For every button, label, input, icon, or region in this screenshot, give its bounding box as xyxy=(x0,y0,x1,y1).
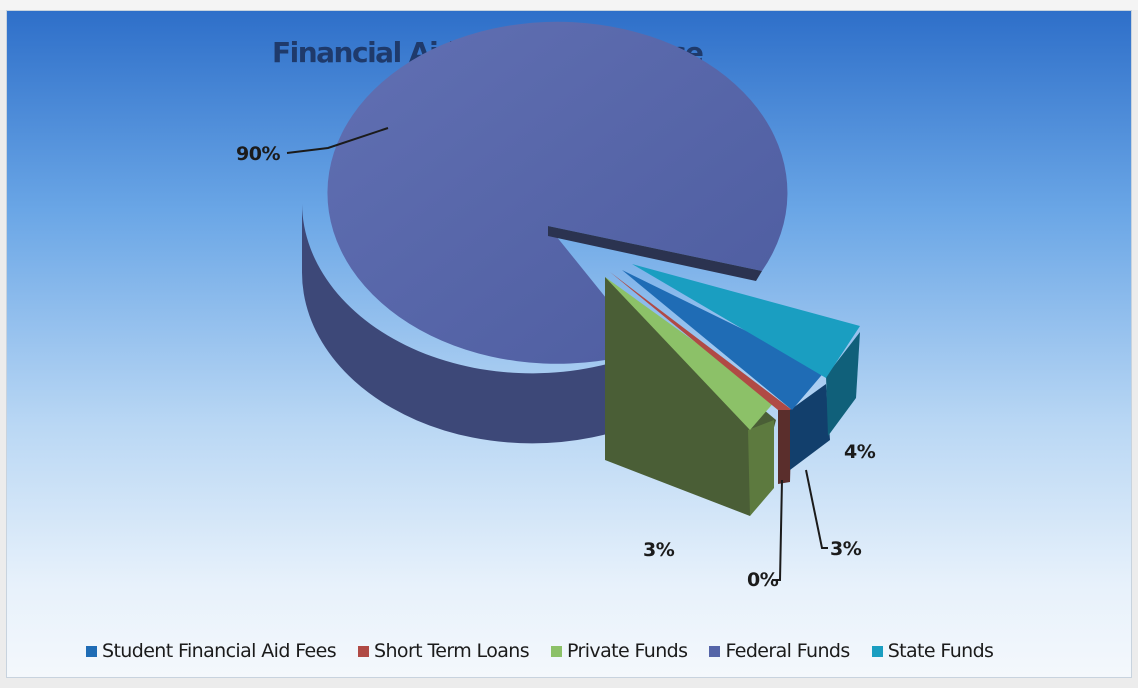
pie-slice-private-funds xyxy=(605,277,776,516)
student-fees-top xyxy=(622,270,826,410)
legend-label: Student Financial Aid Fees xyxy=(102,640,337,662)
legend-swatch xyxy=(871,645,883,657)
data-label-state-funds: 4% xyxy=(844,441,876,463)
leader-line-student-fees xyxy=(805,469,828,549)
short-term-loans-side xyxy=(778,410,792,484)
state-funds-top xyxy=(632,264,860,378)
student-fees-side xyxy=(790,384,830,470)
private-funds-front-face xyxy=(605,277,776,516)
legend-item-state-funds: State Funds xyxy=(871,640,994,662)
private-funds-edge xyxy=(748,420,774,516)
data-label-private-funds: 3% xyxy=(643,539,675,561)
legend-swatch xyxy=(551,645,563,657)
federal-funds-top xyxy=(327,21,788,364)
legend-item-short-term-loans: Short Term Loans xyxy=(358,640,530,662)
pie-slice-student-financial-aid-fees xyxy=(622,270,830,470)
data-label-federal-funds: 90% xyxy=(236,143,280,165)
federal-funds-inner-face xyxy=(548,226,762,281)
state-funds-side xyxy=(826,332,860,436)
pie-slice-federal-funds xyxy=(301,21,788,444)
chart-legend: Student Financial Aid Fees Short Term Lo… xyxy=(86,638,1015,664)
legend-item-federal-funds: Federal Funds xyxy=(709,640,850,662)
legend-swatch xyxy=(709,645,721,657)
legend-label: Private Funds xyxy=(567,640,688,662)
legend-label: Federal Funds xyxy=(725,640,850,662)
legend-item-private-funds: Private Funds xyxy=(551,640,688,662)
pie-slice-state-funds xyxy=(632,264,860,436)
data-label-student-financial-aid-fees: 3% xyxy=(830,538,862,560)
short-term-loans-top xyxy=(610,272,792,410)
data-label-short-term-loans: 0% xyxy=(747,569,779,591)
pie-slice-short-term-loans xyxy=(610,272,792,484)
federal-funds-side xyxy=(301,204,648,444)
legend-item-student-financial-aid-fees: Student Financial Aid Fees xyxy=(86,640,337,662)
legend-swatch xyxy=(86,645,97,657)
leader-line-federal xyxy=(286,127,389,154)
private-funds-top xyxy=(605,277,776,430)
legend-label: State Funds xyxy=(887,640,994,662)
leader-line-short-term xyxy=(772,479,783,581)
legend-swatch xyxy=(358,645,370,657)
page-top-strip xyxy=(0,0,1138,10)
legend-label: Short Term Loans xyxy=(374,640,530,662)
